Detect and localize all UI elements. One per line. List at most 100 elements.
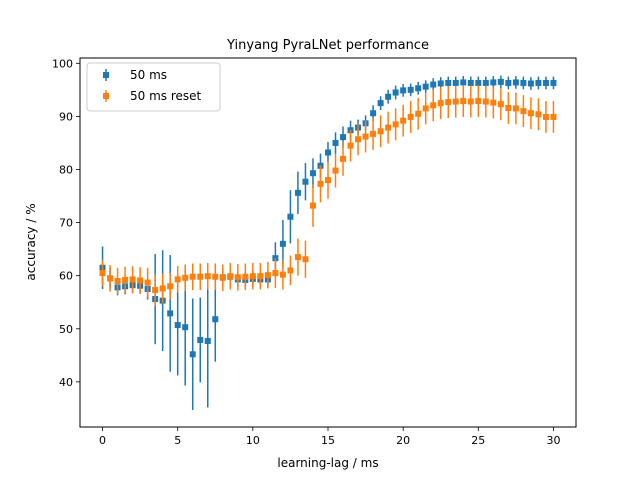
data-point xyxy=(505,104,512,111)
data-point xyxy=(535,111,542,118)
data-point xyxy=(249,273,256,280)
data-point xyxy=(535,79,542,86)
data-point xyxy=(294,254,301,261)
y-tick-label: 90 xyxy=(59,110,73,123)
y-tick-label: 70 xyxy=(59,217,73,230)
data-point xyxy=(317,180,324,187)
legend-label: 50 ms reset xyxy=(130,89,202,103)
data-point xyxy=(430,102,437,109)
data-point xyxy=(227,273,234,280)
data-point xyxy=(370,110,377,117)
data-point xyxy=(309,202,316,209)
data-point xyxy=(167,283,174,290)
y-tick-label: 50 xyxy=(59,323,73,336)
y-axis: 40 50 60 70 80 90 100 xyxy=(52,57,80,389)
data-point xyxy=(475,98,482,105)
x-tick-label: 20 xyxy=(396,434,410,447)
data-point xyxy=(400,87,407,94)
x-axis: 0 5 10 15 20 25 30 xyxy=(99,427,560,447)
data-point xyxy=(422,83,429,90)
data-point xyxy=(475,79,482,86)
data-point xyxy=(400,117,407,124)
data-point xyxy=(362,133,369,140)
data-point xyxy=(182,274,189,281)
data-point xyxy=(527,110,534,117)
chart-title: Yinyang PyraLNet performance xyxy=(226,38,429,53)
data-point xyxy=(520,79,527,86)
data-point xyxy=(490,79,497,86)
data-point xyxy=(392,89,399,96)
data-point xyxy=(377,128,384,135)
y-tick-label: 100 xyxy=(52,57,73,70)
data-point xyxy=(234,274,241,281)
data-point xyxy=(137,277,144,284)
data-point xyxy=(182,324,189,331)
data-point xyxy=(430,81,437,88)
data-point xyxy=(520,108,527,115)
data-point xyxy=(422,105,429,112)
data-point xyxy=(445,79,452,86)
legend-marker xyxy=(103,93,109,99)
x-axis-label: learning-lag / ms xyxy=(277,456,378,470)
data-point xyxy=(114,277,121,284)
data-point xyxy=(272,270,279,277)
data-point xyxy=(152,287,159,294)
data-point xyxy=(550,113,557,120)
data-point xyxy=(204,337,211,344)
data-point xyxy=(467,98,474,105)
data-point xyxy=(325,177,331,184)
data-point xyxy=(204,273,211,280)
data-point xyxy=(189,351,196,358)
data-point xyxy=(347,142,354,149)
data-point xyxy=(189,273,196,280)
data-point xyxy=(332,139,339,146)
y-axis-label: accuracy / % xyxy=(24,203,38,280)
data-point xyxy=(107,275,114,282)
data-point xyxy=(159,285,166,292)
data-point xyxy=(332,167,339,174)
data-point xyxy=(302,256,309,263)
legend: 50 ms 50 ms reset xyxy=(86,62,221,112)
x-tick-label: 10 xyxy=(246,434,260,447)
series-layer xyxy=(99,75,557,411)
data-point xyxy=(219,274,226,281)
data-point xyxy=(167,310,174,317)
data-point xyxy=(385,124,392,131)
data-point xyxy=(460,98,467,105)
data-point xyxy=(452,79,459,86)
legend-box xyxy=(86,62,221,112)
data-point xyxy=(197,336,204,343)
data-point xyxy=(340,134,347,141)
data-point xyxy=(355,136,362,143)
data-point xyxy=(460,79,467,86)
series-1 xyxy=(99,75,557,411)
data-point xyxy=(452,98,459,105)
data-point xyxy=(385,93,392,100)
data-point xyxy=(99,270,106,277)
data-point xyxy=(122,276,129,283)
data-point xyxy=(497,101,504,108)
data-point xyxy=(407,86,414,93)
data-point xyxy=(197,273,204,280)
x-tick-label: 30 xyxy=(546,434,560,447)
x-tick-label: 0 xyxy=(99,434,106,447)
data-point xyxy=(482,79,489,86)
data-point xyxy=(512,105,519,112)
data-point xyxy=(415,110,422,117)
data-point xyxy=(542,79,549,86)
data-point xyxy=(302,178,309,185)
data-point xyxy=(437,80,444,87)
data-point xyxy=(287,267,294,274)
data-point xyxy=(437,100,444,107)
data-point xyxy=(309,170,316,177)
data-point xyxy=(279,240,286,247)
y-tick-label: 40 xyxy=(59,376,73,389)
data-point xyxy=(505,79,512,86)
y-tick-label: 80 xyxy=(59,163,73,176)
data-point xyxy=(287,213,294,220)
data-point xyxy=(370,130,377,137)
data-point xyxy=(212,273,219,280)
data-point xyxy=(174,276,181,283)
data-point xyxy=(242,273,249,280)
data-point xyxy=(377,100,384,107)
